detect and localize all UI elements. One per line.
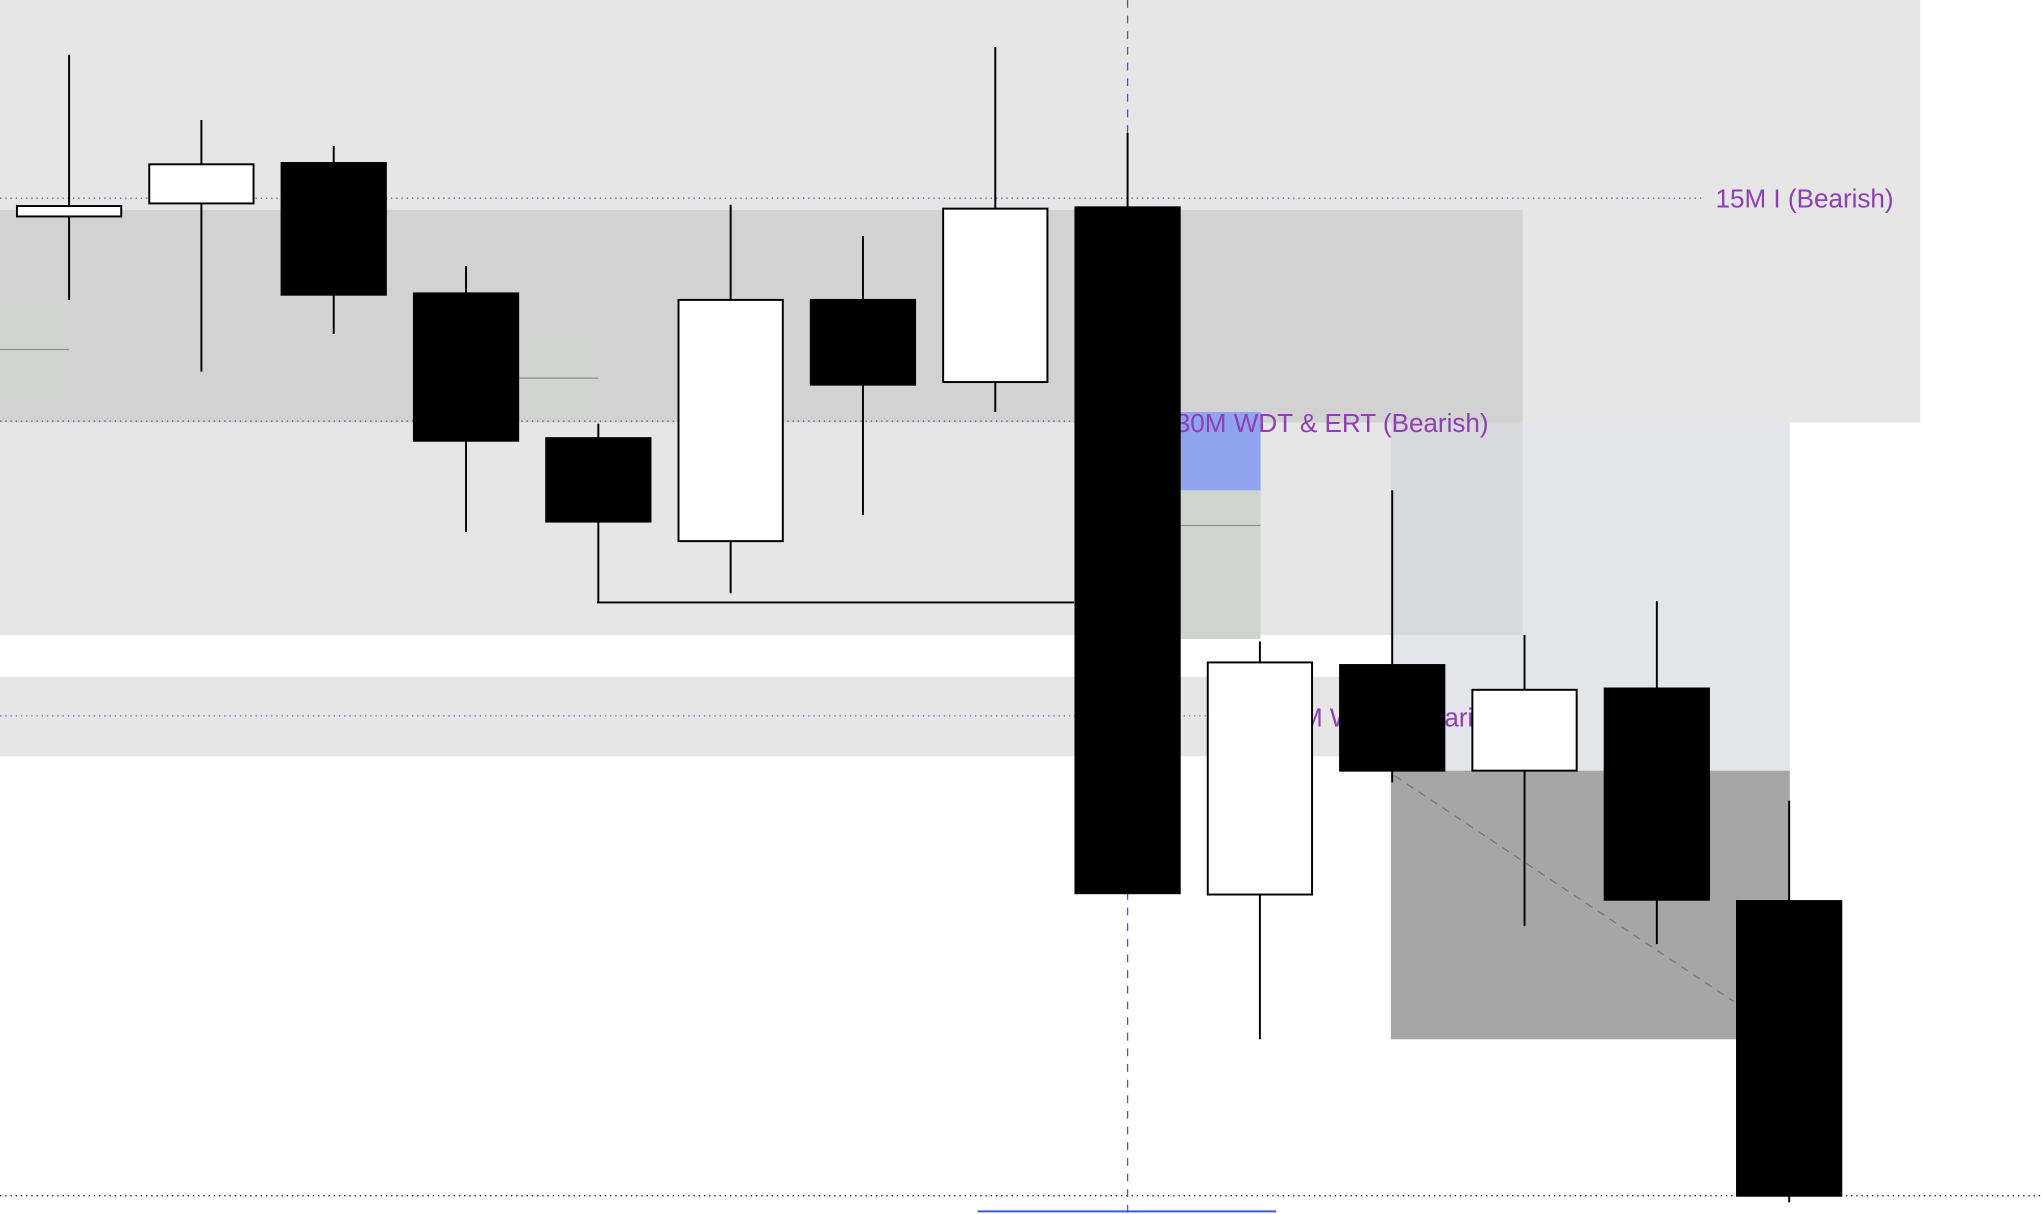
candle-body	[809, 298, 917, 386]
trend-line	[1394, 775, 1735, 1002]
highlight-box	[1179, 412, 1261, 491]
candle-body	[1736, 900, 1843, 1197]
candles	[15, 46, 1843, 1203]
candle-body	[15, 205, 123, 218]
candle-body	[1339, 664, 1446, 772]
candle-body	[1603, 687, 1710, 901]
candle-body	[1074, 206, 1181, 895]
gap-box	[1179, 490, 1261, 639]
zone	[1390, 422, 1523, 636]
candle-body	[412, 292, 520, 442]
zone-label: 30M WDT & ERT (Bearish)	[1176, 408, 1489, 438]
candle-body	[545, 437, 652, 523]
candle-body	[280, 162, 387, 296]
candle-body	[1471, 688, 1578, 772]
candle-body	[148, 163, 255, 205]
zone-label: 15M I (Bearish)	[1716, 184, 1894, 214]
zone-label: ari	[1444, 703, 1473, 733]
candle-body	[677, 298, 784, 543]
candle-body	[1206, 661, 1314, 896]
candle-body	[942, 207, 1049, 384]
